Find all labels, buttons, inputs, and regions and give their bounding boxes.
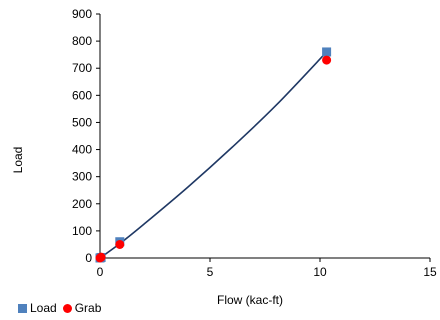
legend-label-load: Load (30, 301, 57, 315)
legend-circle-swatch (62, 303, 72, 313)
legend-square-swatch (18, 303, 27, 313)
y-tick-label: 800 (72, 34, 92, 48)
data-marks (95, 47, 332, 263)
legend-item-load: Load (18, 301, 57, 315)
legend: Load Grab (18, 300, 107, 316)
y-tick-label: 100 (72, 224, 92, 238)
axes (96, 13, 431, 262)
y-tick-label: 500 (72, 115, 92, 129)
x-tick-label: 10 (313, 265, 327, 279)
y-tick-label: 300 (72, 170, 92, 184)
y-tick-label: 0 (85, 251, 92, 265)
y-tick-label: 700 (72, 61, 92, 75)
x-tick-label: 15 (423, 265, 437, 279)
grab-point (96, 252, 106, 262)
legend-item-grab: Grab (62, 301, 102, 315)
y-tick-label: 200 (72, 197, 92, 211)
x-axis-title: Flow (kac-ft) (217, 293, 283, 307)
x-tick-label: 5 (207, 265, 214, 279)
grab-point (115, 239, 125, 249)
fit-line (99, 51, 328, 259)
grab-point (322, 55, 332, 65)
y-tick-label: 600 (72, 88, 92, 102)
y-tick-label: 400 (72, 143, 92, 157)
y-tick-label: 900 (72, 7, 92, 21)
legend-label-grab: Grab (74, 301, 102, 315)
tick-labels: 0 100 200 300 400 500 600 700 800 900 0 5 10 15 (72, 7, 437, 279)
load-point (322, 47, 332, 57)
x-tick-label: 0 (97, 265, 104, 279)
y-axis-title: Load (11, 147, 25, 174)
